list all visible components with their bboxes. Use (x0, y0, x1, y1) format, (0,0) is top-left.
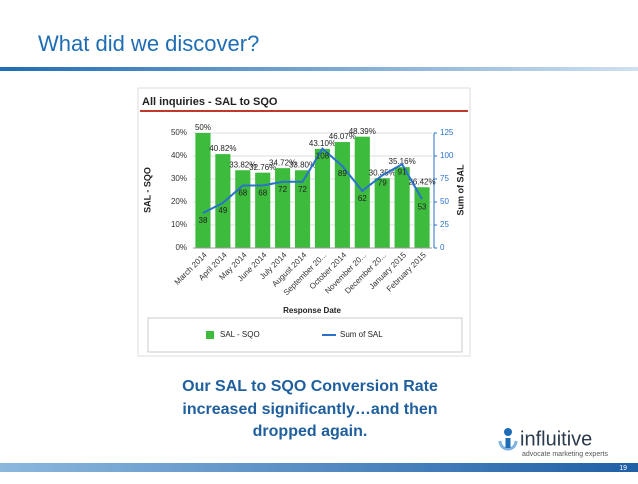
y2-tick-label: 25 (440, 220, 449, 229)
y-axis-label: SAL - SQO (142, 167, 152, 213)
bar-value-label: 34.72% (269, 158, 296, 167)
chart-title: All inquiries - SAL to SQO (142, 96, 278, 108)
caption-line: increased significantly…and then (182, 401, 437, 418)
bar (314, 148, 331, 248)
x-axis-label: Response Date (283, 306, 341, 315)
y-tick-label: 40% (171, 151, 187, 160)
legend-label: Sum of SAL (340, 330, 383, 339)
caption-line: Our SAL to SQO Conversion Rate (182, 378, 438, 395)
legend-swatch (206, 331, 214, 339)
line-value-label: 53 (418, 202, 427, 211)
line-value-label: 91 (398, 167, 407, 176)
bar (215, 154, 231, 248)
bar (195, 133, 211, 248)
bar-value-label: 48.39% (349, 127, 376, 136)
y2-tick-label: 100 (440, 151, 454, 160)
line-value-label: 68 (258, 189, 267, 198)
caption-line: dropped again. (253, 423, 368, 440)
logo-icon (498, 428, 518, 451)
line-value-label: 68 (238, 189, 247, 198)
footer-bar (0, 463, 638, 472)
y2-tick-label: 50 (440, 197, 449, 206)
bar-value-label: 35.16% (389, 157, 416, 166)
bar (414, 187, 430, 248)
y-tick-label: 10% (171, 220, 187, 229)
line-value-label: 89 (338, 169, 347, 178)
logo-tagline: advocate marketing experts (522, 451, 608, 458)
legend (147, 317, 463, 353)
line-value-label: 62 (358, 194, 367, 203)
slide-title: What did we discover? (38, 31, 259, 56)
bar-value-label: 33.82% (229, 160, 256, 169)
bar-value-label: 32.76% (249, 163, 276, 172)
page-number: 19 (619, 465, 627, 472)
y-tick-label: 20% (171, 197, 187, 206)
bar-value-label: 40.82% (209, 144, 236, 153)
y2-axis-label: Sum of SAL (455, 164, 465, 216)
bar-value-label: 33.80% (289, 160, 316, 169)
bar (354, 136, 370, 248)
bar (235, 170, 251, 248)
y2-tick-label: 0 (440, 243, 445, 252)
line-series (202, 147, 423, 214)
line-value-label: 79 (378, 178, 387, 187)
bar (255, 172, 271, 248)
line-value-label: 72 (298, 185, 307, 194)
bar (334, 142, 350, 248)
line-value-label: 108 (316, 152, 330, 161)
y2-tick-label: 75 (440, 174, 449, 183)
legend-label: SAL - SQO (220, 330, 260, 339)
bar (275, 168, 291, 248)
title-rule (0, 67, 638, 71)
y-tick-label: 30% (171, 174, 187, 183)
bar-value-label: 43.10% (309, 139, 336, 148)
bar-value-label: 50% (195, 123, 211, 132)
bar-value-label: 46.07% (329, 132, 356, 141)
line-value-label: 72 (278, 185, 287, 194)
y-tick-label: 0% (175, 243, 187, 252)
bar (394, 167, 410, 248)
bar (374, 178, 390, 248)
line-value-label: 38 (199, 216, 208, 225)
bar (294, 170, 311, 248)
bar-value-label: 30.35% (369, 168, 396, 177)
bar-value-label: 26.42% (408, 177, 435, 186)
line-value-label: 49 (218, 206, 227, 215)
y-tick-label: 50% (171, 128, 187, 137)
y2-tick-label: 125 (440, 128, 454, 137)
logo-name: influitive (520, 428, 592, 450)
